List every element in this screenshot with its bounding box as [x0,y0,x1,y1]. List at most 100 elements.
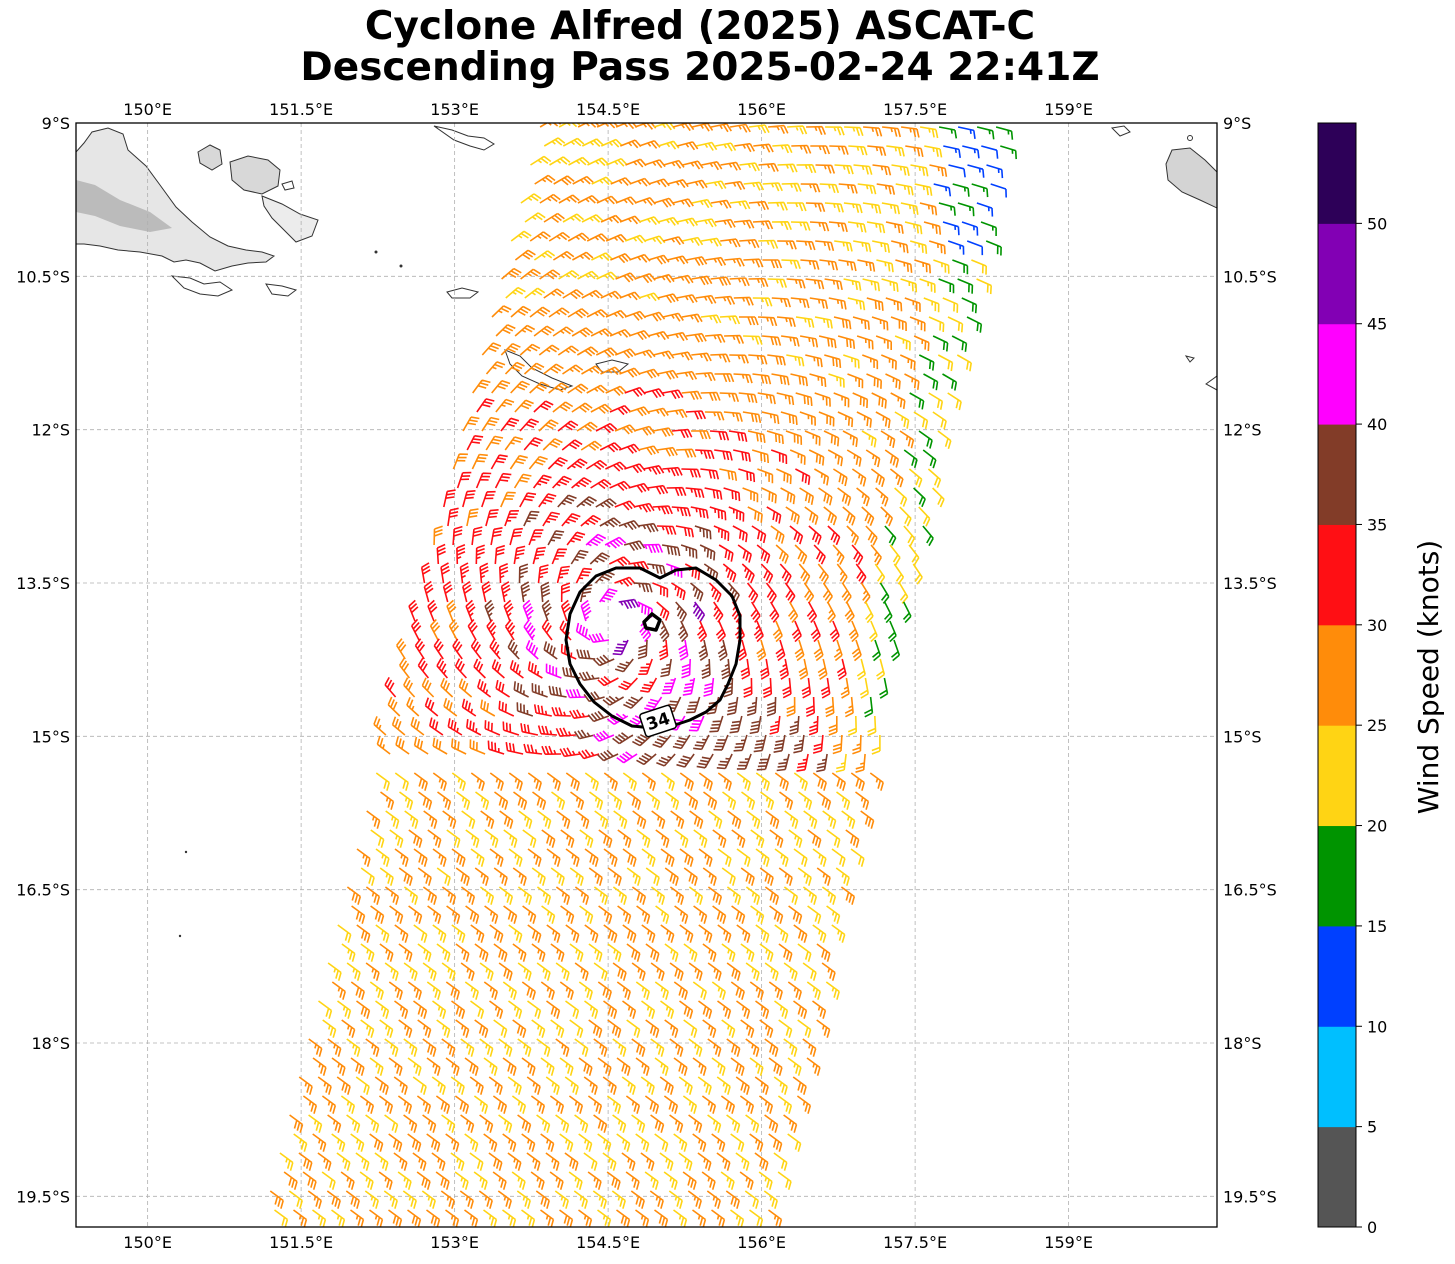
wind-barb [494,472,512,489]
wind-barb [510,305,531,318]
wind-barb [398,1019,413,1038]
wind-barb [607,943,622,962]
wind-barb [413,1000,428,1019]
wind-barb [614,576,636,587]
wind-barb [578,1133,593,1152]
wind-barb [947,240,965,255]
wind-barb [821,886,837,905]
wind-barb [548,307,570,318]
wind-barb [503,905,518,924]
wind-barb [507,639,520,660]
wind-barb [645,943,660,962]
wind-barb [788,829,803,848]
wind-barb [781,182,802,192]
wind-barb [904,297,921,312]
wind-barb [495,398,515,413]
wind-barb [948,164,966,178]
wind-barb [813,544,826,565]
wind-barb [890,316,907,332]
wind-barb [619,215,642,225]
wind-barb [717,848,732,867]
wind-barb [408,829,423,848]
wind-barb [639,139,661,149]
wind-barb [791,144,812,154]
wind-barb [504,361,525,375]
wind-barb [652,734,672,748]
land-islet-6 [184,850,188,854]
wind-barb [747,430,766,444]
colorbar-tick-label: 15 [1367,917,1387,936]
wind-barb [360,943,375,962]
wind-barb [799,335,819,348]
wind-barb [483,1133,498,1152]
wind-barb [359,1171,374,1190]
wind-barb [943,145,961,159]
wind-barb [569,1019,584,1038]
wind-barb [543,212,565,224]
wind-barb [860,810,875,829]
wind-barb [484,720,501,736]
wind-barb [764,1114,779,1133]
wind-barb [608,791,623,810]
wind-barb [740,943,755,962]
wind-barb [674,829,689,848]
wind-barb [635,1057,650,1076]
wind-barb [686,179,708,189]
wind-barb [638,658,653,675]
wind-barb [733,219,755,229]
lon-tick-label-top: 154.5°E [576,100,640,119]
wind-barb [417,943,432,962]
wind-barb [676,753,695,768]
wind-barb [355,1152,370,1171]
wind-barb [699,544,716,561]
wind-barb [427,599,438,622]
wind-barb [505,741,524,755]
wind-barb [835,867,850,886]
wind-barb [413,772,428,791]
wind-barb [914,259,931,274]
wind-barb [479,886,495,905]
wind-barb [616,751,638,764]
wind-barb [732,525,748,543]
wind-barb [867,145,887,157]
wind-barb [694,525,712,540]
wind-barb [691,123,714,132]
wind-barb [422,886,438,905]
wind-barb [502,1209,517,1227]
wind-barb [460,1038,475,1057]
wind-barb [565,1000,580,1019]
wind-barb [693,829,708,848]
wind-barb [388,1209,403,1227]
wind-barb [866,221,886,234]
wind-barb [593,1114,608,1133]
wind-barb [742,411,762,424]
wind-barb [729,123,751,133]
wind-barb [610,177,632,186]
wind-barb [785,506,800,525]
wind-barb [521,1209,536,1227]
wind-barb [814,468,830,486]
wind-barb [690,506,709,519]
wind-barb [801,677,812,699]
wind-barb [725,1190,740,1209]
wind-barb [720,1095,736,1114]
wind-barb [650,962,665,981]
wind-barb [923,221,942,235]
wind-barb [461,810,476,829]
wind-barb [441,1114,456,1133]
wind-barb [499,810,514,829]
wind-barb [900,202,919,215]
wind-barb [942,373,958,391]
wind-barb [636,752,657,766]
wind-barb [719,315,741,325]
wind-barb [559,747,581,758]
wind-barb [581,289,603,299]
wind-barb [971,259,987,275]
wind-barb [564,1152,579,1171]
wind-barb [560,582,571,603]
wind-barb [889,544,901,566]
wind-barb [573,729,596,740]
wind-barb [659,620,670,643]
wind-barb [441,886,457,905]
wind-barb [557,494,577,508]
